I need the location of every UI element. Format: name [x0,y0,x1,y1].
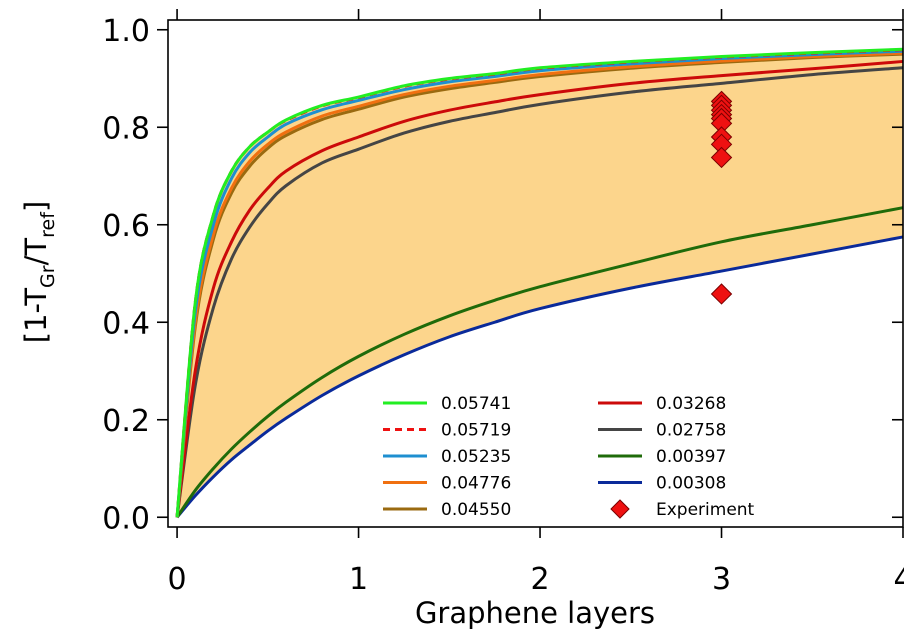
legend-label-0-04550: 0.04550 [441,500,511,520]
legend-entry-0-05235: 0.05235 [383,447,511,467]
y-axis-label-suffix: ] [19,201,53,212]
legend-entry-experiment: Experiment [610,499,755,520]
legend-entry-0-05741: 0.05741 [383,394,511,414]
y-tick-label-3: 0.6 [102,209,150,244]
experiment-points-layer [710,90,733,305]
legend-label-0-00308: 0.00308 [656,474,726,494]
x-tick-label-0: 0 [168,562,187,597]
legend-label-0-05741: 0.05741 [441,394,511,414]
legend-entry-0-04776: 0.04776 [383,474,511,494]
y-tick-label-4: 0.8 [102,111,150,146]
y-axis-label-sub1: Gr [37,265,59,288]
series-line-0-00397 [175,206,904,519]
x-tick-label-3: 3 [712,562,731,597]
legend-label-0-02758: 0.02758 [656,421,726,441]
experiment-point-9 [710,146,733,169]
legend-label-experiment: Experiment [656,500,755,520]
legend-label-0-03268: 0.03268 [656,394,726,414]
legend-entry-0-00308: 0.00308 [598,474,726,494]
legend-label-0-05719: 0.05719 [441,421,511,441]
series-line-0-04776 [175,51,904,518]
series-layer [175,47,904,519]
y-tick-label-2: 0.4 [102,306,150,341]
y-tick-label-1: 0.2 [102,404,150,439]
legend-entry-0-02758: 0.02758 [598,421,726,441]
x-tick-label-2: 2 [530,562,549,597]
legend: 0.05741 0.05719 0.05235 0.04776 0.04550 0.032… [383,394,755,520]
y-tick-label-5: 1.0 [102,14,150,49]
series-line-0-00308 [175,235,904,519]
ticks-layer: 0 1 2 3 4 0.0 0.2 0.4 0.6 0.8 1.0 [102,9,904,597]
legend-entry-0-05719: 0.05719 [383,421,511,441]
legend-label-0-04776: 0.04776 [441,474,511,494]
experiment-point-10 [710,283,733,305]
series-line-0-05741 [175,47,904,518]
series-line-0-05235 [175,49,904,518]
plot-frame [167,19,904,528]
series-line-0-03268 [175,59,904,518]
y-axis-label-mid: /T [19,238,53,266]
legend-entry-0-04550: 0.04550 [383,500,511,520]
legend-swatch-experiment [610,499,630,519]
x-axis-label: Graphene layers [415,596,655,630]
y-axis-label-prefix: [1-T [19,288,53,344]
x-tick-label-4: 4 [893,562,904,597]
legend-label-0-05235: 0.05235 [441,447,511,467]
x-tick-label-1: 1 [349,562,368,597]
series-line-0-02758 [175,66,904,518]
y-tick-label-0: 0.0 [102,501,150,536]
y-axis-label-sub2: ref [37,211,59,238]
legend-entry-0-00397: 0.00397 [598,447,726,467]
legend-entry-0-03268: 0.03268 [598,394,726,414]
y-axis-label: [1-TGr/Tref] [19,201,59,343]
legend-label-0-00397: 0.00397 [656,447,726,467]
